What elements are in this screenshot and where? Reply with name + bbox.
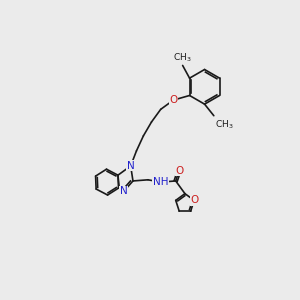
Text: CH$_3$: CH$_3$ (215, 118, 234, 130)
Text: O: O (190, 195, 198, 206)
Text: O: O (169, 95, 178, 105)
Text: O: O (175, 166, 183, 176)
Text: N: N (127, 161, 134, 171)
Text: CH$_3$: CH$_3$ (173, 51, 192, 64)
Text: N: N (120, 186, 127, 196)
Text: NH: NH (153, 177, 168, 187)
